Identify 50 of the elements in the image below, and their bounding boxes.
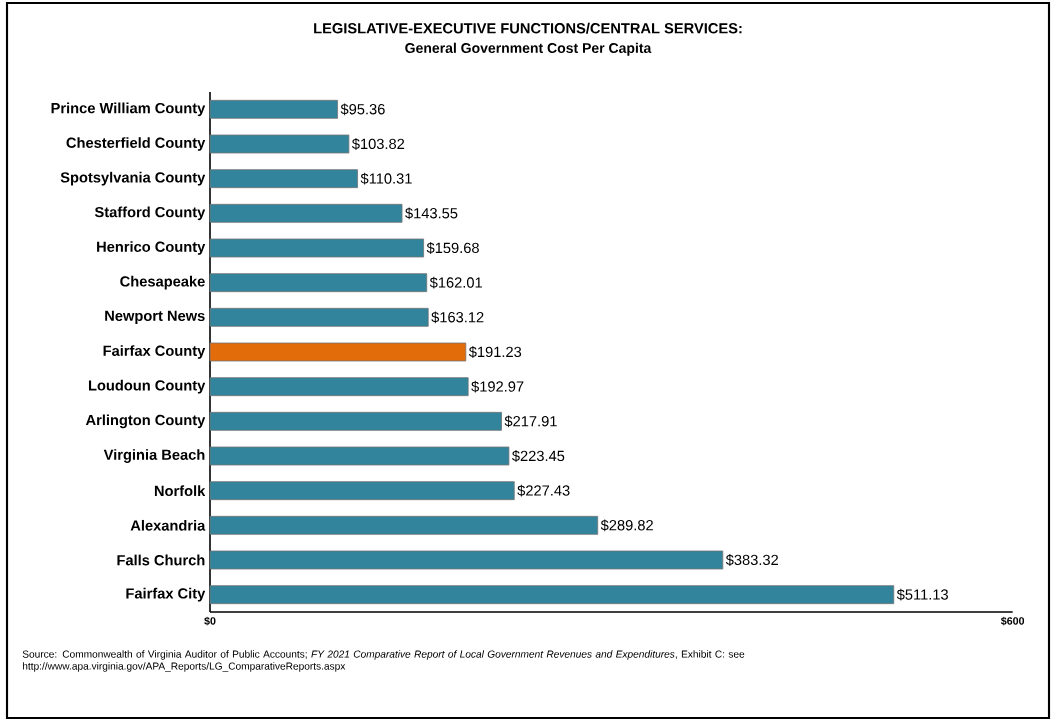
y-tick-label: Arlington County bbox=[85, 414, 206, 429]
bar bbox=[209, 411, 502, 431]
bar bbox=[209, 515, 599, 535]
data-label: $511.13 bbox=[896, 588, 948, 601]
bar bbox=[209, 238, 425, 258]
y-tick-label: Fairfax City bbox=[126, 587, 206, 602]
x-tick-label: $0 bbox=[204, 616, 216, 626]
y-tick-label: Stafford County bbox=[94, 206, 206, 221]
bar bbox=[209, 550, 724, 570]
bar bbox=[209, 307, 429, 327]
data-label: $95.36 bbox=[340, 103, 385, 116]
data-label: $162.01 bbox=[429, 276, 482, 289]
bar bbox=[209, 481, 515, 501]
bar bbox=[209, 342, 467, 362]
data-label: $163.12 bbox=[431, 311, 484, 324]
data-label: $110.31 bbox=[360, 172, 412, 185]
bar bbox=[209, 377, 469, 397]
y-tick-label: Newport News bbox=[105, 310, 205, 324]
data-label: $227.43 bbox=[517, 484, 570, 497]
y-tick-label: Loudoun County bbox=[88, 379, 206, 394]
data-label: $103.82 bbox=[351, 138, 405, 150]
data-label: $217.91 bbox=[504, 415, 557, 428]
data-label: $159.68 bbox=[426, 242, 479, 254]
bar bbox=[209, 585, 895, 605]
bar bbox=[209, 169, 358, 189]
data-label: $192.97 bbox=[471, 380, 524, 393]
y-tick-label: Norfolk bbox=[154, 485, 206, 497]
bar bbox=[209, 273, 428, 293]
bar bbox=[209, 134, 350, 154]
data-label: $191.23 bbox=[468, 346, 522, 358]
y-tick-label: Fairfax County bbox=[103, 345, 206, 359]
text: Source: Commonwealth of Virginia Auditor of Public Accounts; FY 2021 Comparative Report of Local Government Revenues and Expenditures, Exhibit C: see http://www.apa.virginia.gov/APA_Reports/LG_ComparativeReports.aspx bbox=[22, 650, 745, 672]
data-label: $383.32 bbox=[725, 554, 779, 566]
data-label: $289.82 bbox=[600, 519, 653, 532]
bar bbox=[209, 203, 403, 223]
y-tick-label: Spotsylvania County bbox=[60, 171, 206, 186]
bar bbox=[209, 446, 510, 466]
x-tick-label: $600 bbox=[1000, 616, 1025, 626]
y-tick-label: Falls Church bbox=[117, 554, 205, 566]
y-tick-label: Virginia Beach bbox=[103, 449, 205, 463]
y-tick-label: Prince William County bbox=[51, 102, 206, 117]
bar bbox=[209, 99, 338, 119]
y-tick-label: Alexandria bbox=[130, 519, 206, 531]
y-tick-label: Chesterfield County bbox=[66, 137, 206, 151]
y-tick-label: Chesapeake bbox=[120, 275, 205, 290]
data-label: $223.45 bbox=[512, 450, 565, 462]
y-tick-label: Henrico County bbox=[97, 241, 206, 255]
chart-title: LEGISLATIVE-EXECUTIVE FUNCTIONS/CENTRAL SERVICES: bbox=[314, 22, 742, 34]
data-label: $143.55 bbox=[405, 207, 458, 220]
chart-subtitle: General Government Cost Per Capita bbox=[405, 42, 652, 56]
